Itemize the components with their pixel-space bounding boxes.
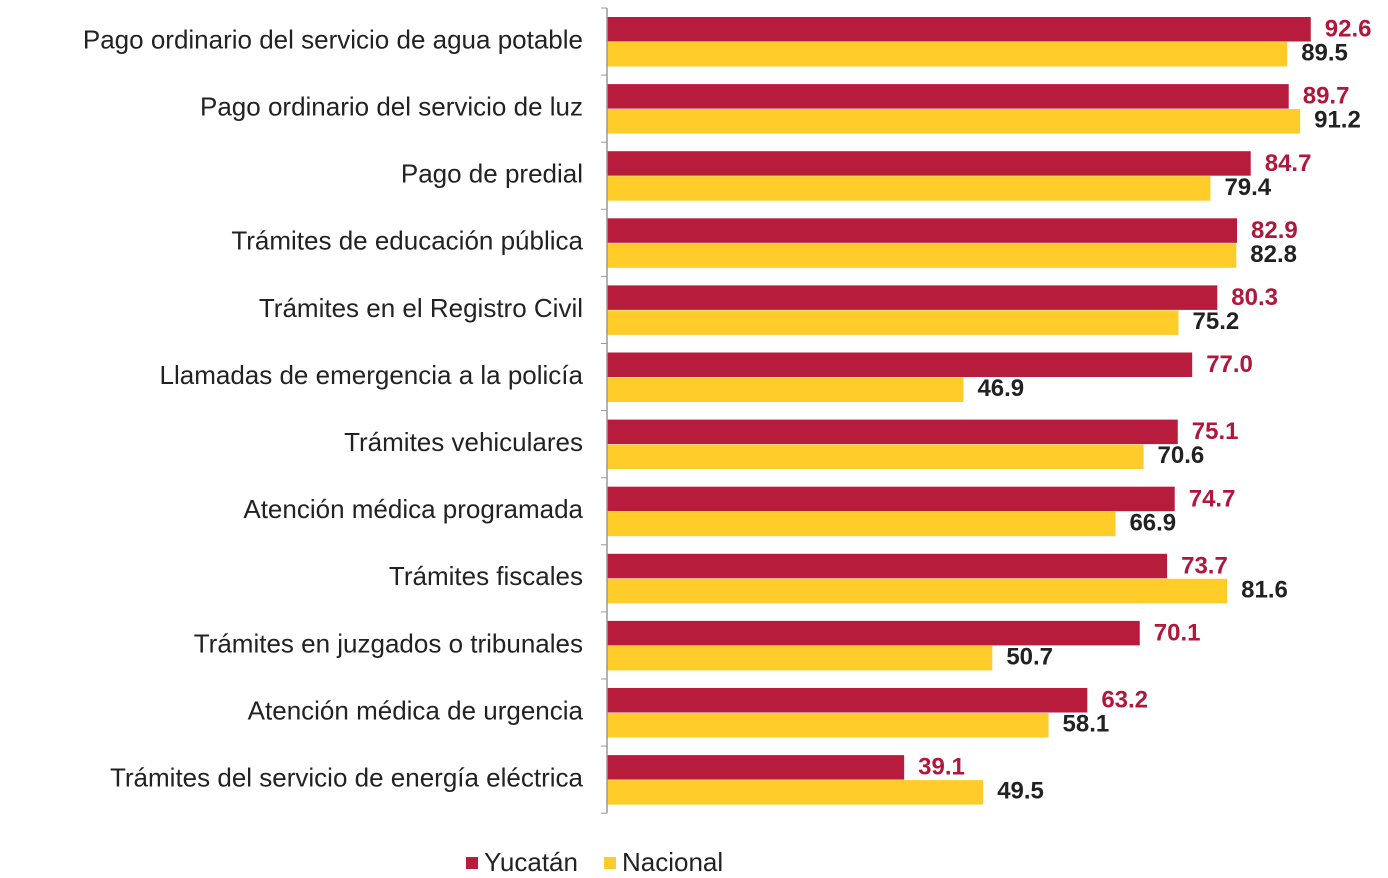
- value-label: 75.2: [1193, 308, 1240, 335]
- value-label: 39.1: [918, 754, 965, 781]
- bar: [607, 84, 1289, 109]
- value-label: 66.9: [1129, 509, 1176, 536]
- bar: [607, 755, 905, 780]
- legend-label: Yucatán: [484, 847, 578, 877]
- y-tick-label: Pago de predial: [401, 159, 583, 189]
- bar: [607, 780, 984, 805]
- y-tick-label: Trámites del servicio de energía eléctri…: [110, 763, 584, 793]
- value-label: 84.7: [1265, 150, 1312, 177]
- bar: [607, 377, 964, 402]
- value-label: 89.5: [1301, 40, 1348, 67]
- bar: [607, 688, 1088, 713]
- legend-swatch: [466, 857, 478, 869]
- y-tick-label: Pago ordinario del servicio de luz: [200, 92, 583, 122]
- value-label: 58.1: [1063, 711, 1110, 738]
- value-label: 82.8: [1250, 241, 1297, 268]
- y-tick-label: Atención médica programada: [243, 494, 583, 524]
- bar: [607, 511, 1116, 537]
- bar: [607, 17, 1311, 42]
- bar: [607, 285, 1218, 310]
- value-label: 70.6: [1158, 442, 1205, 469]
- value-label: 92.6: [1325, 16, 1372, 43]
- bar: [607, 310, 1179, 335]
- value-label: 50.7: [1006, 643, 1053, 670]
- value-label: 82.9: [1251, 217, 1298, 244]
- bar: [607, 42, 1288, 67]
- bar: [607, 419, 1178, 445]
- y-tick-label: Trámites en juzgados o tribunales: [194, 628, 583, 658]
- bar: [607, 553, 1168, 579]
- legend-swatch: [603, 857, 616, 869]
- y-tick-label: Trámites en el Registro Civil: [259, 293, 583, 323]
- bar: [607, 109, 1301, 134]
- bar: [607, 352, 1193, 377]
- value-label: 80.3: [1231, 284, 1278, 311]
- value-label: 74.7: [1189, 485, 1236, 512]
- y-tick-label: Pago ordinario del servicio de agua pota…: [83, 24, 583, 54]
- bar: [607, 713, 1049, 738]
- value-label: 91.2: [1314, 107, 1361, 134]
- legend-label: Nacional: [622, 847, 723, 877]
- value-label: 73.7: [1181, 552, 1228, 579]
- value-label: 89.7: [1303, 83, 1350, 110]
- bar: [607, 444, 1144, 470]
- bar: [607, 176, 1211, 201]
- y-tick-label: Llamadas de emergencia a la policía: [160, 360, 584, 390]
- value-label: 70.1: [1154, 619, 1201, 646]
- value-label: 49.5: [997, 778, 1044, 805]
- y-tick-label: Trámites de educación pública: [231, 226, 583, 256]
- bar: [607, 243, 1237, 268]
- value-label: 63.2: [1101, 687, 1148, 714]
- value-label: 75.1: [1192, 418, 1239, 445]
- bar: [607, 578, 1228, 604]
- value-label: 79.4: [1224, 174, 1271, 201]
- bar: [607, 218, 1238, 243]
- y-tick-label: Atención médica de urgencia: [248, 695, 584, 725]
- value-label: 81.6: [1241, 576, 1288, 603]
- bar: [607, 620, 1140, 646]
- y-tick-label: Trámites fiscales: [389, 561, 583, 591]
- value-label: 77.0: [1206, 351, 1253, 378]
- bar: [607, 486, 1175, 512]
- bar: [607, 645, 993, 671]
- bar: [607, 151, 1251, 176]
- value-label: 46.9: [977, 375, 1024, 402]
- y-tick-label: Trámites vehiculares: [344, 427, 583, 457]
